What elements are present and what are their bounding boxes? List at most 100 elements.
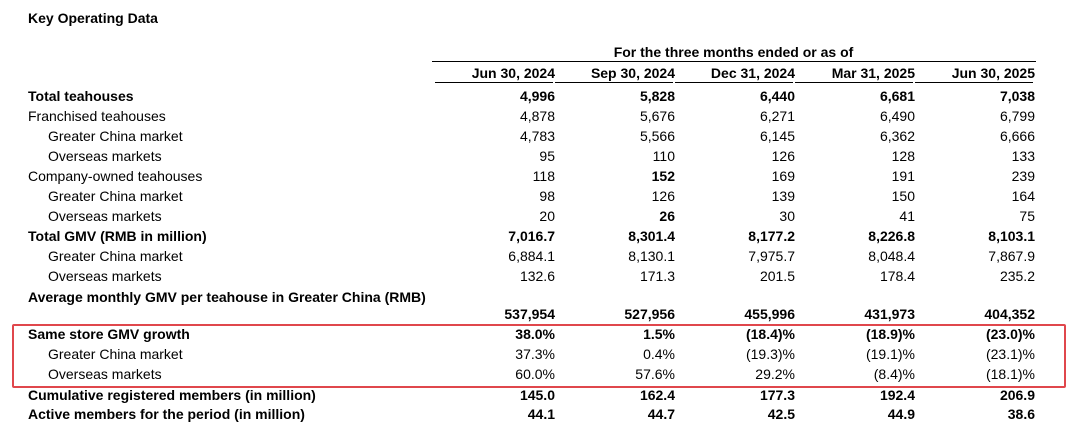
rule: [915, 82, 1033, 83]
cell: 239: [1011, 168, 1035, 184]
cell: 132.6: [519, 268, 555, 284]
cell: 44.1: [527, 406, 555, 422]
cell: 42.5: [767, 406, 795, 422]
row-label: Greater China market: [48, 248, 183, 264]
cell: 164: [1011, 188, 1035, 204]
cell: (18.4)%: [745, 326, 795, 342]
cell: 150: [891, 188, 915, 204]
cell: 128: [891, 148, 915, 164]
cell: 0.4%: [643, 346, 675, 362]
cell: 171.3: [639, 268, 675, 284]
cell: 162.4: [639, 387, 675, 403]
row-label: Total teahouses: [28, 88, 134, 104]
cell: 110: [652, 148, 675, 164]
cell: 6,884.1: [508, 248, 555, 264]
cell: 139: [771, 188, 795, 204]
rule: [432, 61, 1036, 62]
row-label: Greater China market: [48, 188, 183, 204]
cell: 206.9: [999, 387, 1035, 403]
cell: 75: [1019, 208, 1035, 224]
row-label: Greater China market: [48, 346, 183, 362]
row-label: Franchised teahouses: [28, 108, 166, 124]
cell: (23.0)%: [985, 326, 1035, 342]
title: Key Operating Data: [28, 10, 158, 26]
cell: (19.1)%: [865, 346, 915, 362]
cell: 7,975.7: [748, 248, 795, 264]
cell: 6,440: [759, 88, 795, 104]
cell: 537,954: [504, 306, 555, 322]
cell: 4,783: [519, 128, 555, 144]
cell: 126: [651, 188, 675, 204]
cell: 6,362: [879, 128, 915, 144]
cell: 133: [1011, 148, 1035, 164]
row-label: Overseas markets: [48, 366, 162, 382]
cell: 235.2: [999, 268, 1035, 284]
cell: 455,996: [744, 306, 795, 322]
cell: (19.3)%: [745, 346, 795, 362]
row-label: Active members for the period (in millio…: [28, 406, 305, 422]
cell: 8,048.4: [868, 248, 915, 264]
cell: 191: [891, 168, 915, 184]
cell: 5,676: [639, 108, 675, 124]
column-header: Dec 31, 2024: [710, 65, 795, 81]
cell: 41: [899, 208, 915, 224]
cell: 8,226.8: [868, 228, 915, 244]
cell: 37.3%: [515, 346, 555, 362]
cell: 7,867.9: [988, 248, 1035, 264]
cell: 145.0: [519, 387, 555, 403]
cell: 8,130.1: [628, 248, 675, 264]
row-label: Total GMV (RMB in million): [28, 228, 207, 244]
cell: 8,301.4: [628, 228, 675, 244]
cell: 57.6%: [635, 366, 675, 382]
rule: [555, 82, 673, 83]
rule: [675, 82, 793, 83]
cell: 6,145: [759, 128, 795, 144]
cell: 169: [771, 168, 795, 184]
cell: 6,666: [999, 128, 1035, 144]
cell: 404,352: [984, 306, 1035, 322]
cell: 6,681: [879, 88, 915, 104]
cell: 126: [771, 148, 795, 164]
highlight-box: [12, 324, 1066, 388]
rule: [435, 82, 553, 83]
cell: 6,271: [759, 108, 795, 124]
cell: 431,973: [864, 306, 915, 322]
cell: 20: [539, 208, 555, 224]
row-label: Company-owned teahouses: [28, 168, 203, 184]
cell: 4,878: [519, 108, 555, 124]
row-label: Overseas markets: [48, 148, 162, 164]
cell: (8.4)%: [873, 366, 915, 382]
cell: 98: [539, 188, 555, 204]
cell: 7,016.7: [508, 228, 555, 244]
row-label: Overseas markets: [48, 268, 162, 284]
cell: 30: [779, 208, 795, 224]
cell: 177.3: [759, 387, 795, 403]
row-label: Same store GMV growth: [28, 326, 190, 342]
column-header: Sep 30, 2024: [590, 65, 675, 81]
row-label: Overseas markets: [48, 208, 162, 224]
cell: 38.0%: [515, 326, 555, 342]
cell: 5,566: [639, 128, 675, 144]
group-header: For the three months ended or as of: [613, 44, 854, 60]
cell: (18.1)%: [985, 366, 1035, 382]
cell: 527,956: [624, 306, 675, 322]
cell: 6,799: [999, 108, 1035, 124]
rule: [795, 82, 913, 83]
cell: 26: [659, 208, 675, 224]
cell: 192.4: [879, 387, 915, 403]
cell: 44.7: [647, 406, 675, 422]
cell: 44.9: [887, 406, 915, 422]
cell: (18.9)%: [865, 326, 915, 342]
cell: 8,177.2: [748, 228, 795, 244]
cell: 8,103.1: [988, 228, 1035, 244]
cell: (23.1)%: [985, 346, 1035, 362]
cell: 118: [532, 168, 555, 184]
cell: 29.2%: [755, 366, 795, 382]
column-header: Mar 31, 2025: [831, 65, 915, 81]
cell: 178.4: [879, 268, 915, 284]
cell: 5,828: [639, 88, 675, 104]
cell: 6,490: [879, 108, 915, 124]
cell: 4,996: [519, 88, 555, 104]
row-label: Cumulative registered members (in millio…: [28, 387, 316, 403]
cell: 152: [651, 168, 675, 184]
